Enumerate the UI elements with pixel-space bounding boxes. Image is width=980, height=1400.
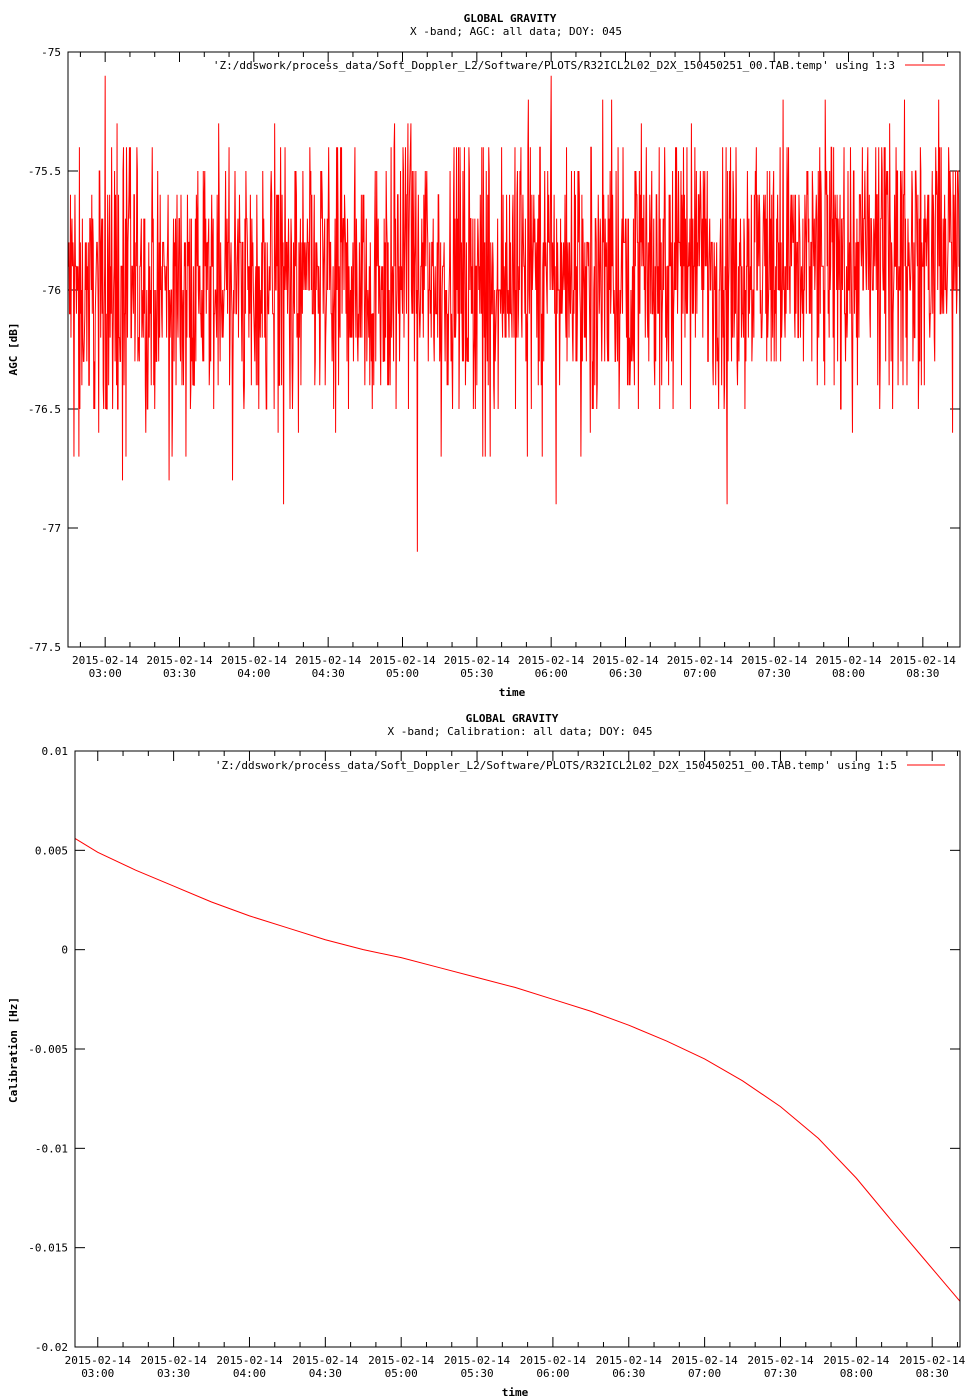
- legend-label: 'Z:/ddswork/process_data/Soft_Doppler_L2…: [215, 759, 897, 772]
- x-tick-time: 06:30: [609, 667, 642, 680]
- x-tick-time: 03:00: [81, 1367, 114, 1380]
- x-tick-date: 2015-02-14: [671, 1354, 738, 1367]
- y-axis-label: Calibration [Hz]: [7, 997, 20, 1103]
- series-layer: [68, 75, 961, 552]
- x-tick-time: 07:30: [758, 667, 791, 680]
- series-line: [74, 837, 961, 1302]
- y-axis-label: AGC [dB]: [7, 323, 20, 376]
- x-tick-date: 2015-02-14: [823, 1354, 890, 1367]
- y-tick-label: -77: [41, 522, 61, 535]
- x-tick-time: 06:00: [536, 1367, 569, 1380]
- y-ticks: -75 -75.5 -76 -76.5 -77 -77.5: [28, 46, 960, 654]
- x-tick-date: 2015-02-14: [72, 654, 139, 667]
- y-tick-label: 0.01: [42, 745, 69, 758]
- x-tick-time: 06:00: [535, 667, 568, 680]
- x-tick-time: 08:00: [832, 667, 865, 680]
- x-axis-label: time: [502, 1386, 529, 1399]
- x-tick-date: 2015-02-14: [292, 1354, 359, 1367]
- calibration-chart: GLOBAL GRAVITY X -band; Calibration: all…: [7, 712, 966, 1399]
- x-tick-time: 06:30: [612, 1367, 645, 1380]
- legend-label: 'Z:/ddswork/process_data/Soft_Doppler_L2…: [213, 59, 895, 72]
- x-tick-date: 2015-02-14: [747, 1354, 814, 1367]
- x-tick-date: 2015-02-14: [216, 1354, 283, 1367]
- x-tick-time: 05:00: [386, 667, 419, 680]
- x-ticks: 2015-02-1403:002015-02-1403:302015-02-14…: [72, 52, 956, 680]
- y-tick-label: 0.005: [35, 844, 68, 857]
- y-tick-label: -75: [41, 46, 61, 59]
- y-tick-label: -76.5: [28, 403, 61, 416]
- x-tick-time: 05:00: [385, 1367, 418, 1380]
- y-tick-label: 0: [61, 944, 68, 957]
- y-tick-label: -76: [41, 284, 61, 297]
- y-tick-label: -77.5: [28, 641, 61, 654]
- x-tick-date: 2015-02-14: [368, 1354, 435, 1367]
- x-tick-time: 04:30: [312, 667, 345, 680]
- agc-chart: GLOBAL GRAVITY X -band; AGC: all data; D…: [7, 12, 961, 699]
- x-tick-date: 2015-02-14: [444, 654, 511, 667]
- x-tick-time: 08:30: [906, 667, 939, 680]
- x-tick-date: 2015-02-14: [596, 1354, 663, 1367]
- x-tick-date: 2015-02-14: [741, 654, 808, 667]
- chart-subtitle: X -band; AGC: all data; DOY: 045: [410, 25, 622, 38]
- x-tick-time: 08:00: [840, 1367, 873, 1380]
- x-tick-time: 03:30: [163, 667, 196, 680]
- x-tick-date: 2015-02-14: [140, 1354, 207, 1367]
- chart-subtitle: X -band; Calibration: all data; DOY: 045: [388, 725, 653, 738]
- y-tick-label: -75.5: [28, 165, 61, 178]
- x-tick-date: 2015-02-14: [221, 654, 288, 667]
- x-tick-date: 2015-02-14: [369, 654, 436, 667]
- x-tick-time: 03:00: [89, 667, 122, 680]
- x-tick-time: 07:00: [688, 1367, 721, 1380]
- x-tick-time: 04:00: [237, 667, 270, 680]
- x-tick-date: 2015-02-14: [592, 654, 659, 667]
- x-tick-time: 03:30: [157, 1367, 190, 1380]
- y-ticks: 0.01 0.005 0 -0.005 -0.01 -0.015 -0.02: [28, 745, 960, 1354]
- series-line: [68, 75, 961, 552]
- x-tick-date: 2015-02-14: [667, 654, 734, 667]
- x-tick-time: 07:30: [764, 1367, 797, 1380]
- x-tick-date: 2015-02-14: [890, 654, 957, 667]
- plot-frame: [67, 51, 961, 648]
- x-tick-time: 04:00: [233, 1367, 266, 1380]
- x-tick-date: 2015-02-14: [65, 1354, 132, 1367]
- y-tick-label: -0.02: [35, 1341, 68, 1354]
- x-tick-time: 04:30: [309, 1367, 342, 1380]
- x-tick-date: 2015-02-14: [295, 654, 362, 667]
- x-tick-date: 2015-02-14: [146, 654, 213, 667]
- x-tick-time: 05:30: [460, 667, 493, 680]
- x-tick-date: 2015-02-14: [520, 1354, 587, 1367]
- chart-title: GLOBAL GRAVITY: [466, 712, 559, 725]
- x-tick-date: 2015-02-14: [518, 654, 585, 667]
- x-tick-time: 08:30: [916, 1367, 949, 1380]
- x-axis-label: time: [499, 686, 526, 699]
- y-tick-label: -0.015: [28, 1242, 68, 1255]
- x-tick-date: 2015-02-14: [444, 1354, 511, 1367]
- x-tick-date: 2015-02-14: [899, 1354, 966, 1367]
- x-tick-time: 07:00: [683, 667, 716, 680]
- x-ticks: 2015-02-1403:002015-02-1403:302015-02-14…: [65, 751, 966, 1380]
- x-tick-time: 05:30: [460, 1367, 493, 1380]
- plot-frame: [74, 750, 961, 1348]
- series-layer: [74, 837, 961, 1302]
- y-tick-label: -0.005: [28, 1043, 68, 1056]
- y-tick-label: -0.01: [35, 1142, 68, 1155]
- x-tick-date: 2015-02-14: [815, 654, 882, 667]
- chart-title: GLOBAL GRAVITY: [464, 12, 557, 25]
